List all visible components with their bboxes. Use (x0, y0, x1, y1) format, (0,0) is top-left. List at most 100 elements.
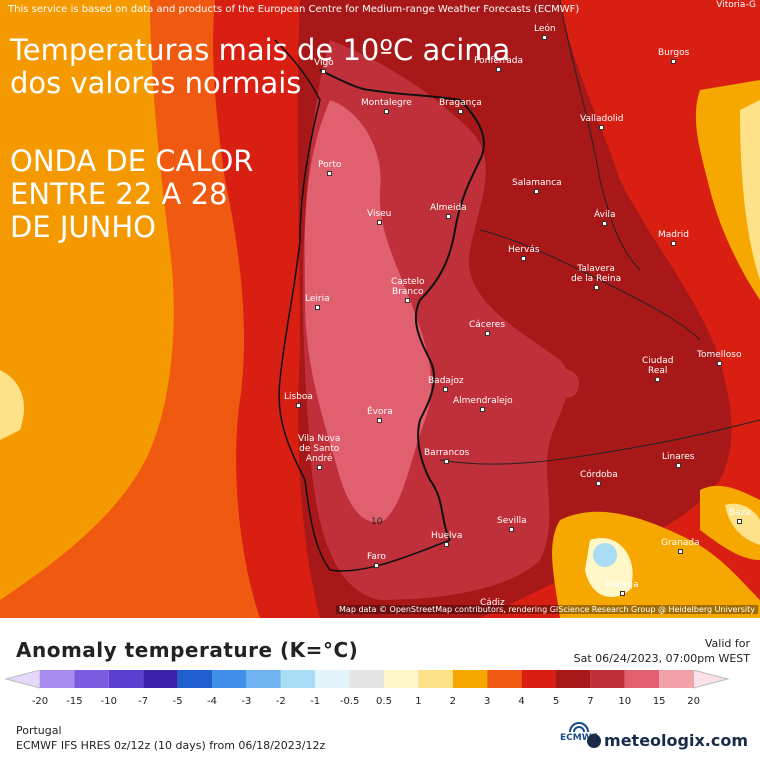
city-leiria: Leiria (305, 294, 330, 310)
scale-tick-label: 7 (587, 696, 594, 707)
city-almeida: Almeida (430, 203, 467, 219)
city-salamanca: Salamanca (512, 178, 562, 194)
city-caceres: Cáceres (469, 320, 505, 336)
scale-swatch (74, 670, 109, 688)
scale-tick-label: 10 (618, 696, 632, 707)
scale-tick-label: 3 (484, 696, 491, 707)
service-note: This service is based on data and produc… (8, 4, 580, 15)
scale-swatch (418, 670, 453, 688)
scale-swatch (212, 670, 247, 688)
headline-heatwave: ONDA DE CALOR ENTRE 22 A 28 DE JUNHO (10, 145, 253, 244)
city-talavera: Talavera de la Reina (571, 264, 621, 290)
headline-heatwave-line3: DE JUNHO (10, 210, 156, 244)
scale-tick-label: -3 (241, 696, 252, 707)
city-braganca: Bragança (439, 98, 482, 114)
scale-tick-label: -1 (310, 696, 321, 707)
scale-tick-label: 15 (652, 696, 666, 707)
scale-swatch (624, 670, 660, 688)
city-leon: León (534, 24, 556, 40)
meteologix-text: meteologix.com (604, 731, 748, 750)
scale-swatch (659, 670, 694, 688)
color-scale-ticks: -20 -15 -10 -7 -5 -4 -3 -2 -1 -0.5 0.5 1 2 3 4 5 7 10 15 20 (0, 696, 760, 710)
city-castelo-branco: Castelo Branco (391, 277, 425, 303)
headline-anomaly: Temperaturas mais de 10ºC acima dos valo… (10, 34, 510, 100)
city-cordoba: Córdoba (580, 470, 618, 486)
city-lisboa: Lisboa (284, 392, 313, 408)
color-scale (4, 670, 730, 689)
scale-swatch (246, 670, 281, 688)
scale-tick-label: -4 (207, 696, 217, 707)
scale-swatch (349, 670, 384, 688)
scale-tick-label: 20 (687, 696, 700, 707)
city-almendralejo: Almendralejo (453, 396, 513, 412)
map-attribution: Map data © OpenStreetMap contributors, r… (336, 605, 758, 614)
scale-swatch (452, 670, 488, 688)
meteologix-icon (587, 734, 602, 748)
scale-swatch (590, 670, 625, 688)
scale-tick-label: -7 (138, 696, 149, 707)
headline-heatwave-line1: ONDA DE CALOR (10, 144, 254, 178)
city-viseu: Viseu (367, 209, 391, 225)
anomaly-map: This service is based on data and produc… (0, 0, 760, 618)
city-madrid: Madrid (658, 230, 689, 246)
legend-panel: Anomaly temperature (K=°C) Valid for Sat… (0, 618, 760, 760)
city-baza: Baza (729, 508, 751, 524)
scale-swatch (556, 670, 591, 688)
scale-tick-label: 5 (552, 696, 560, 707)
city-granada: Granada (661, 538, 700, 554)
headline-heatwave-line2: ENTRE 22 A 28 (10, 177, 228, 211)
scale-tick-label: 4 (518, 696, 525, 707)
scale-arrow-low (4, 670, 41, 689)
city-barrancos: Barrancos (424, 448, 469, 464)
valid-for-value: Sat 06/24/2023, 07:00pm WEST (573, 652, 750, 665)
scale-tick-label: -15 (66, 696, 83, 707)
ecmwf-logo-icon (569, 722, 589, 733)
scale-tick-label: -5 (172, 696, 183, 707)
scale-tick-label: -20 (31, 696, 49, 707)
city-evora: Évora (367, 407, 393, 423)
scale-tick-label: 2 (449, 696, 456, 707)
scale-arrow-high (693, 670, 730, 689)
city-badajoz: Badajoz (428, 376, 464, 392)
city-hervas: Hervás (508, 245, 540, 261)
model-info: ECMWF IFS HRES 0z/12z (10 days) from 06/… (16, 739, 326, 752)
region-label: Portugal (16, 724, 62, 737)
scale-tick-label: -2 (275, 696, 286, 707)
temperature-field (0, 0, 760, 618)
city-porto: Porto (318, 160, 341, 176)
city-burgos: Burgos (658, 48, 689, 64)
city-faro: Faro (367, 552, 386, 568)
scale-swatch (487, 670, 522, 688)
scale-tick-label: 0.5 (376, 696, 392, 707)
scale-swatch (108, 670, 144, 688)
city-vila-nova: Vila Nova de Santo André (298, 434, 340, 470)
city-cadiz: Cádiz (480, 598, 505, 608)
scale-swatch (384, 670, 419, 688)
scale-swatch (177, 670, 212, 688)
city-ponferrada: Ponferrada (474, 56, 523, 72)
ecmwf-label: ECMWF (560, 733, 598, 743)
scale-swatch (521, 670, 556, 688)
valid-for: Valid for Sat 06/24/2023, 07:00pm WEST (574, 636, 750, 666)
city-sevilla: Sevilla (497, 516, 527, 532)
meteologix-logo[interactable]: meteologix.com (587, 731, 748, 750)
city-valladolid: Valladolid (580, 114, 623, 130)
contour-label: 10 (371, 517, 383, 527)
city-linares: Linares (662, 452, 694, 468)
scale-swatch (143, 670, 178, 688)
scale-swatch (280, 670, 316, 688)
corner-city-label: Vitoria-G (716, 0, 756, 10)
city-huelva: Huelva (431, 531, 462, 547)
city-montalegre: Montalegre (361, 98, 412, 114)
city-ciudad-real: Ciudad Real (642, 356, 673, 382)
city-vigo: Vigo (314, 58, 334, 74)
legend-title: Anomaly temperature (K=°C) (16, 638, 359, 662)
scale-swatch (40, 670, 75, 688)
scale-tick-label: 1 (415, 696, 422, 707)
city-tomelloso: Tomelloso (697, 350, 741, 366)
scale-swatch (315, 670, 350, 688)
city-malaga: Málaga (606, 580, 639, 596)
headline-anomaly-line2: dos valores normais (10, 66, 302, 100)
scale-tick-label: -10 (100, 696, 117, 707)
city-avila: Ávila (594, 210, 615, 226)
